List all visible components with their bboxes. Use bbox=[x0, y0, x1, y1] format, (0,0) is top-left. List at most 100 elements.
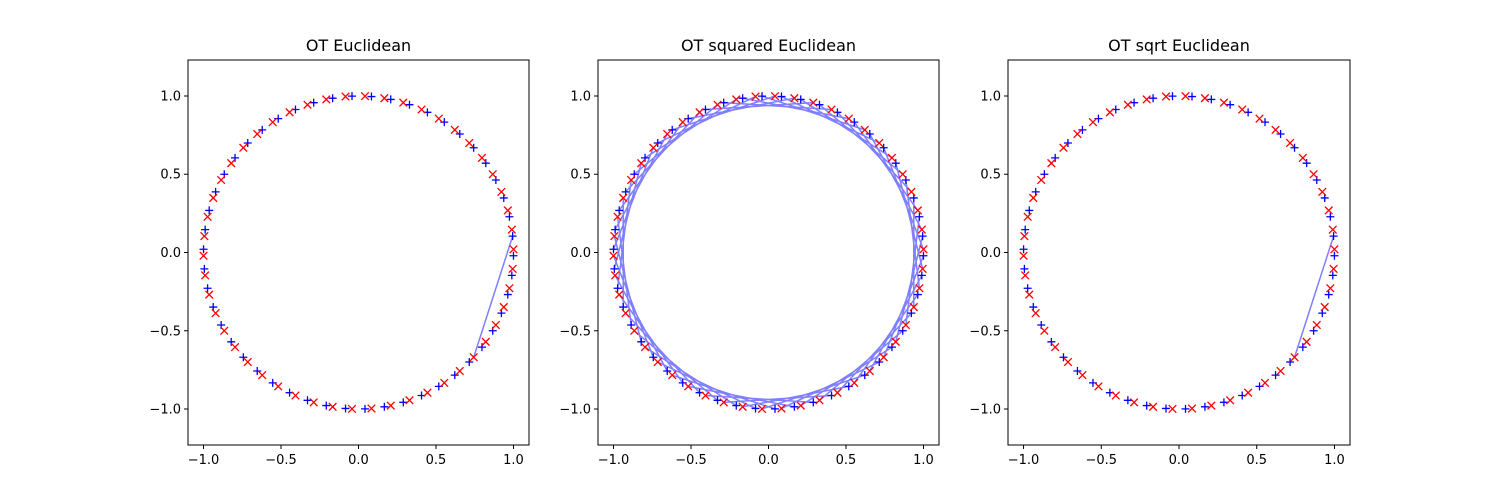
target-point bbox=[1219, 98, 1229, 107]
source-point bbox=[917, 271, 926, 280]
y-tick-label: 0.5 bbox=[980, 168, 1001, 183]
target-point bbox=[1168, 404, 1177, 414]
y-tick-label: −0.5 bbox=[969, 324, 1001, 339]
target-point bbox=[865, 366, 875, 376]
source-point bbox=[913, 290, 922, 299]
target-point bbox=[1078, 370, 1087, 380]
target-point bbox=[777, 404, 786, 413]
source-point bbox=[201, 225, 210, 234]
x-tick-label: 0.5 bbox=[1246, 453, 1267, 468]
target-point bbox=[1050, 342, 1060, 352]
target-point bbox=[257, 370, 267, 380]
target-point bbox=[879, 352, 888, 362]
target-point bbox=[1260, 378, 1270, 388]
target-point bbox=[738, 402, 747, 412]
source-point bbox=[200, 264, 209, 273]
source-point bbox=[405, 100, 414, 109]
x-tick-label: −1.0 bbox=[188, 453, 220, 468]
source-point bbox=[751, 404, 760, 413]
target-point bbox=[1111, 391, 1121, 400]
target-point bbox=[367, 404, 376, 413]
x-tick-label: 1.0 bbox=[503, 453, 524, 468]
target-point bbox=[618, 193, 628, 203]
source-point bbox=[641, 153, 650, 162]
target-point bbox=[613, 212, 622, 222]
source-point bbox=[621, 187, 630, 196]
x-tick-label: −0.5 bbox=[1085, 453, 1117, 468]
target-point bbox=[291, 391, 300, 400]
target-point bbox=[1290, 352, 1299, 362]
target-point bbox=[1025, 290, 1034, 299]
target-point bbox=[678, 117, 687, 127]
target-point bbox=[509, 244, 518, 254]
source-point bbox=[790, 402, 799, 411]
source-point bbox=[1188, 92, 1197, 101]
source-point bbox=[610, 264, 619, 273]
target-point bbox=[909, 302, 919, 312]
target-point bbox=[1094, 382, 1103, 391]
source-point bbox=[738, 94, 747, 103]
source-point bbox=[1029, 303, 1038, 312]
target-point bbox=[405, 396, 414, 405]
target-point bbox=[667, 370, 677, 380]
target-point bbox=[507, 225, 517, 234]
target-point bbox=[1271, 125, 1280, 135]
x-tick-label: 0.5 bbox=[426, 453, 447, 468]
target-point bbox=[1255, 114, 1264, 123]
target-point bbox=[1029, 193, 1038, 203]
source-point bbox=[1302, 159, 1311, 168]
target-point bbox=[621, 308, 630, 318]
target-point bbox=[827, 105, 836, 114]
y-tick-label: −1.0 bbox=[559, 403, 591, 418]
target-point bbox=[508, 264, 517, 274]
target-point bbox=[1181, 91, 1190, 101]
source-point bbox=[1063, 139, 1072, 147]
target-point bbox=[614, 290, 624, 299]
source-point bbox=[915, 212, 924, 221]
source-point bbox=[507, 271, 516, 280]
source-point bbox=[243, 139, 252, 147]
target-point bbox=[322, 95, 331, 104]
target-point bbox=[1318, 187, 1327, 197]
transport-link bbox=[836, 312, 912, 394]
target-point bbox=[891, 337, 901, 347]
source-point bbox=[1142, 401, 1151, 410]
target-point bbox=[252, 129, 262, 139]
target-point bbox=[1312, 320, 1322, 330]
target-point bbox=[203, 212, 212, 222]
target-point bbox=[440, 378, 449, 388]
x-tick-label: 0.5 bbox=[836, 453, 857, 468]
source-point bbox=[508, 232, 517, 241]
y-tick-label: 1.0 bbox=[160, 89, 181, 104]
target-point bbox=[653, 357, 663, 367]
source-point bbox=[1290, 143, 1299, 152]
source-point bbox=[367, 92, 376, 101]
target-point bbox=[1040, 326, 1049, 336]
target-point bbox=[230, 342, 240, 352]
source-point bbox=[1149, 94, 1158, 103]
source-point bbox=[1051, 153, 1060, 162]
source-point bbox=[231, 153, 240, 162]
source-point bbox=[1318, 309, 1327, 318]
source-point bbox=[1059, 353, 1068, 362]
target-point bbox=[1047, 158, 1056, 168]
source-point bbox=[211, 187, 220, 196]
target-point bbox=[1225, 396, 1235, 405]
target-point bbox=[239, 143, 248, 153]
target-point bbox=[751, 92, 760, 101]
source-point bbox=[918, 232, 927, 241]
target-point bbox=[1285, 138, 1295, 148]
target-point bbox=[488, 169, 497, 179]
target-point bbox=[469, 352, 478, 362]
target-point bbox=[199, 251, 208, 261]
source-point bbox=[770, 404, 779, 413]
target-point bbox=[1330, 244, 1339, 254]
source-point bbox=[199, 245, 208, 254]
target-point bbox=[1237, 105, 1247, 114]
source-point bbox=[258, 125, 267, 134]
source-point bbox=[887, 343, 896, 352]
source-point bbox=[1047, 337, 1056, 346]
target-point bbox=[626, 175, 636, 185]
target-point bbox=[844, 114, 854, 123]
